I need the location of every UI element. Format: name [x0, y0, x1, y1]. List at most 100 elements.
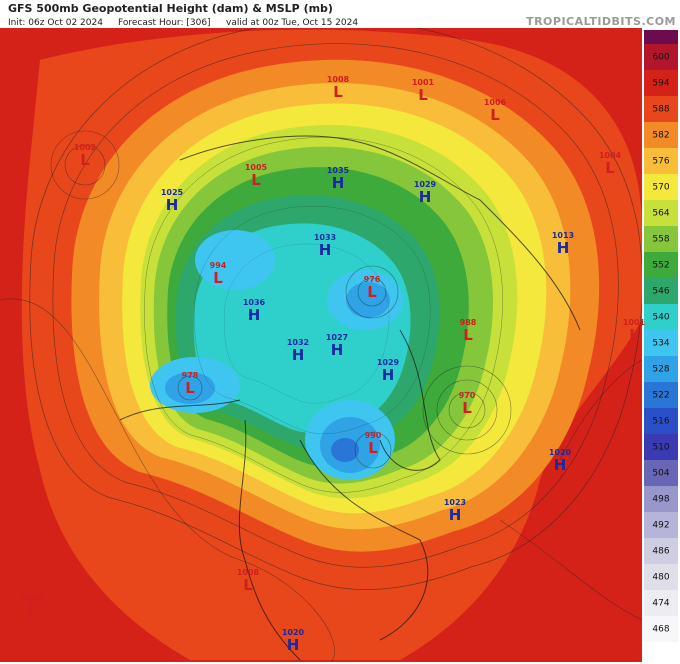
- colorbar-box: [644, 252, 678, 278]
- colorbar-label: 528: [652, 365, 669, 375]
- system-type: L: [629, 326, 639, 344]
- system-pressure: 1001: [623, 318, 646, 327]
- map-field: [0, 28, 642, 662]
- system-type: L: [27, 601, 37, 619]
- colorbar-label: 510: [652, 443, 669, 453]
- system-pressure: 1020: [282, 628, 305, 637]
- valid-time: valid at 00z Tue, Oct 15 2024: [226, 18, 358, 28]
- system-pressure: 1029: [377, 358, 400, 367]
- colorbar-box: [644, 538, 678, 564]
- colorbar-label: 540: [652, 313, 669, 323]
- system-type: L: [367, 283, 377, 301]
- field-534: [195, 230, 275, 290]
- system-type: L: [462, 399, 472, 417]
- colorbar-top: [644, 30, 678, 44]
- colorbar-box: [644, 122, 678, 148]
- coastlines: [119, 135, 581, 661]
- colorbar-box: [644, 330, 678, 356]
- colorbar-box: [644, 70, 678, 96]
- system-type: L: [185, 379, 195, 397]
- system-type: L: [333, 83, 343, 101]
- init-time: Init: 06z Oct 02 2024: [8, 18, 103, 28]
- system-pressure: 988: [460, 318, 477, 327]
- colorbar-label: 588: [652, 105, 669, 115]
- colorbar-box: [644, 590, 678, 616]
- system-type: H: [248, 306, 261, 324]
- colorbar-label: 582: [652, 131, 669, 141]
- colorbar-box: [644, 564, 678, 590]
- site-credit: TROPICALTIDBITS.COM: [526, 15, 676, 28]
- colorbar: 600 594 588 582 576 570 564 558 552 546 540 534 528 5…: [644, 30, 678, 642]
- colorbar-box: [644, 512, 678, 538]
- system-type: H: [419, 188, 432, 206]
- system-pressure: 1027: [326, 333, 348, 342]
- colorbar-box: [644, 278, 678, 304]
- colorbar-label: 486: [652, 547, 669, 557]
- system-type: H: [449, 506, 462, 524]
- colorbar-label: 504: [652, 469, 669, 479]
- system-type: H: [557, 239, 570, 257]
- map-title: GFS 500mb Geopotential Height (dam) & MS…: [8, 2, 333, 15]
- field-528: [346, 282, 390, 318]
- system-pressure: 1020: [549, 448, 572, 457]
- system-pressure: 970: [459, 391, 476, 400]
- colorbar-box: [644, 616, 678, 642]
- system-pressure: 994: [210, 261, 227, 270]
- system-type: H: [319, 241, 332, 259]
- system-pressure: 990: [365, 431, 382, 440]
- system-pressure: 976: [364, 275, 381, 284]
- colorbar-box: [644, 434, 678, 460]
- system-type: L: [213, 269, 223, 287]
- colorbar-label: 600: [652, 53, 669, 63]
- system-pressure: 1013: [552, 231, 574, 240]
- contours: [0, 28, 642, 662]
- system-pressure: 1006: [484, 98, 507, 107]
- system-type: H: [554, 456, 567, 474]
- system-type: H: [331, 341, 344, 359]
- colorbar-label: 492: [652, 521, 669, 531]
- colorbar-label: 546: [652, 287, 669, 297]
- system-pressure: 1005: [245, 163, 268, 172]
- system-type: H: [332, 174, 345, 192]
- system-pressure: 1002: [74, 143, 96, 152]
- colorbar-label: 480: [652, 573, 669, 583]
- system-type: L: [80, 151, 90, 169]
- colorbar-label: 516: [652, 417, 669, 427]
- colorbar-label: 498: [652, 495, 669, 505]
- system-type: L: [243, 576, 253, 594]
- colorbar-label: 570: [652, 183, 669, 193]
- colorbar-label: 558: [652, 235, 669, 245]
- system-pressure: 1004: [599, 151, 622, 160]
- field-522: [331, 438, 359, 462]
- system-pressure: 1008: [327, 75, 350, 84]
- colorbar-box: [644, 382, 678, 408]
- colorbar-box: [644, 96, 678, 122]
- colorbar-box: [644, 44, 678, 70]
- colorbar-box: [644, 356, 678, 382]
- system-type: L: [463, 326, 473, 344]
- colorbar-label: 522: [652, 391, 669, 401]
- system-pressure: 1008: [237, 568, 260, 577]
- system-type: H: [287, 636, 300, 654]
- colorbar-label: 468: [652, 625, 669, 635]
